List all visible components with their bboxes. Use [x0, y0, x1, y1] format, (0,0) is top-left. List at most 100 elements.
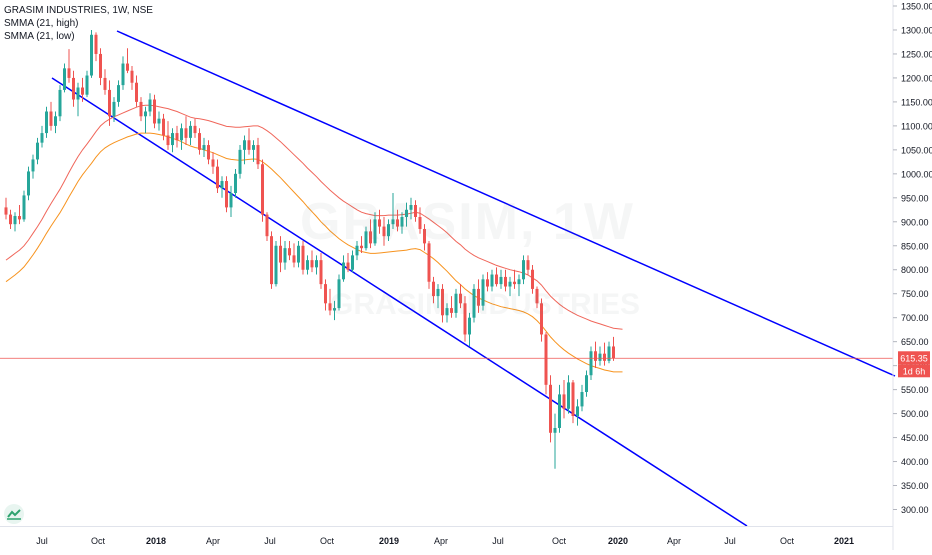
x-tick-label: 2018 [146, 536, 166, 546]
candle [283, 240, 287, 270]
candle [94, 32, 98, 62]
candle [261, 159, 264, 222]
candle [99, 48, 102, 86]
x-tick-label: Jul [492, 536, 504, 546]
candle [382, 216, 386, 246]
candle [553, 413, 557, 469]
bar-countdown: 1d 6h [903, 366, 926, 376]
candle [405, 202, 408, 227]
candle [63, 63, 66, 93]
candle [576, 399, 579, 426]
candle [499, 269, 503, 289]
candle [373, 212, 377, 246]
candle [247, 128, 251, 155]
candle [378, 209, 381, 234]
candle [36, 137, 39, 165]
candle [202, 137, 206, 158]
candle [504, 269, 507, 292]
candle [454, 288, 458, 318]
candle [513, 269, 516, 289]
candle [364, 226, 368, 251]
y-tick-label: 1100.00 [901, 121, 932, 131]
legend: GRASIM INDUSTRIES, 1W, NSE SMMA (21, hig… [4, 4, 153, 43]
candle [585, 370, 588, 397]
candle [162, 113, 165, 141]
y-tick-label: 850.00 [901, 241, 929, 251]
candle [270, 231, 273, 289]
candle [432, 276, 435, 304]
x-tick-label: Apr [434, 536, 448, 546]
candle [571, 380, 575, 424]
candle [126, 48, 129, 74]
candle [81, 77, 84, 102]
candle [531, 264, 534, 294]
x-tick-label: Oct [320, 536, 335, 546]
candle [139, 97, 143, 122]
candle [468, 312, 471, 347]
candle [58, 85, 62, 122]
candle [27, 166, 30, 201]
candle [607, 341, 611, 364]
candle [18, 205, 21, 225]
candle [594, 341, 597, 369]
smma-low-line [5, 132, 623, 373]
candle [418, 207, 422, 234]
candle [144, 106, 147, 134]
candle [153, 94, 156, 129]
candle [427, 240, 431, 289]
candle [450, 296, 453, 318]
y-tick-label: 1150.00 [901, 97, 932, 107]
candle [481, 274, 485, 311]
candle [549, 375, 552, 443]
candle [319, 252, 323, 289]
y-tick-label: 1000.00 [901, 169, 932, 179]
candle [324, 279, 327, 311]
moving-averages [5, 104, 623, 373]
candle [216, 159, 219, 194]
candle [243, 135, 246, 165]
candle [157, 111, 161, 131]
candle [45, 106, 48, 138]
candle [207, 140, 210, 165]
candle [229, 185, 233, 217]
candle [220, 176, 224, 198]
candle [508, 276, 512, 297]
candle [589, 346, 593, 381]
legend-title[interactable]: GRASIM INDUSTRIES, 1W, NSE [4, 5, 153, 16]
candle [22, 190, 26, 222]
y-tick-label: 550.00 [901, 385, 929, 395]
candle [292, 243, 296, 268]
upper-trendline [116, 30, 896, 377]
candle [391, 193, 395, 229]
legend-ma-high[interactable]: SMMA (21, high) [4, 18, 79, 29]
candle [337, 274, 341, 311]
candle [256, 137, 260, 170]
tradingview-logo-icon[interactable] [4, 504, 24, 524]
candle [477, 279, 480, 313]
candle [486, 272, 489, 292]
candle [234, 169, 237, 198]
last-price-badge [898, 351, 930, 365]
y-tick-label: 800.00 [901, 265, 929, 275]
candle [414, 200, 417, 222]
candle [562, 380, 566, 419]
y-tick-label: 700.00 [901, 313, 929, 323]
candle [67, 49, 71, 83]
x-tick-label: Oct [552, 536, 567, 546]
candle [580, 384, 584, 412]
legend-ma-low[interactable]: SMMA (21, low) [4, 31, 75, 42]
candle [121, 56, 125, 90]
y-tick-label: 750.00 [901, 289, 929, 299]
candle [400, 212, 404, 234]
candle [265, 212, 269, 241]
candle [333, 300, 336, 321]
candle [54, 111, 57, 134]
candle [544, 332, 548, 395]
candle [184, 116, 188, 146]
candle [90, 29, 93, 78]
candle [180, 123, 183, 150]
candle [360, 236, 363, 253]
candle [436, 284, 440, 309]
